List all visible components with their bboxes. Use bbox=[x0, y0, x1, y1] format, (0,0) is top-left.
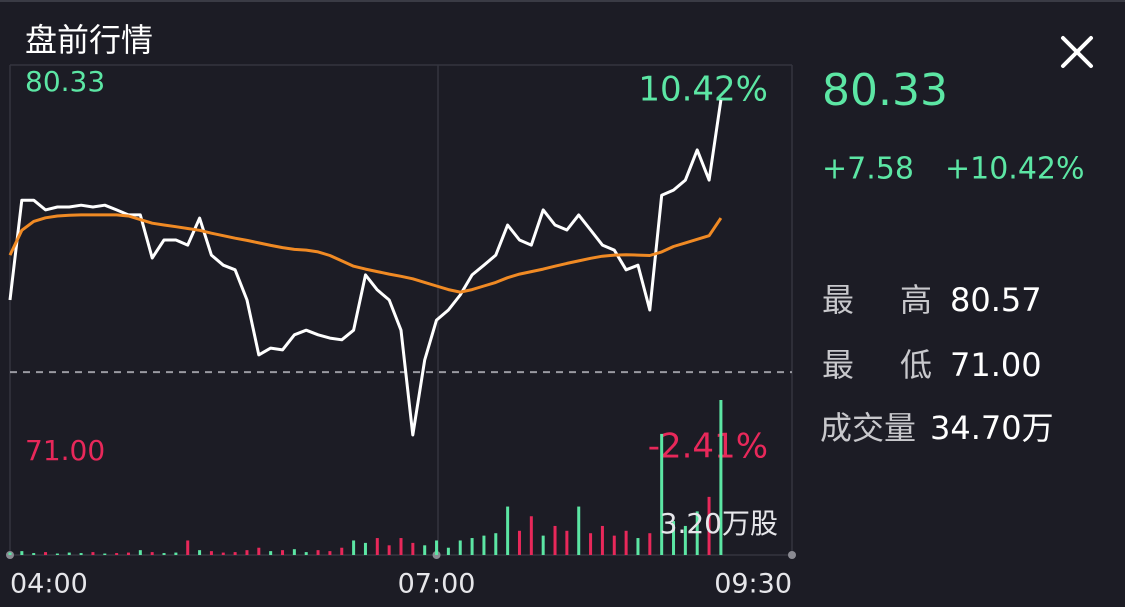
volume-bar bbox=[328, 551, 332, 555]
volume-bar bbox=[589, 533, 593, 555]
volume-bar bbox=[683, 525, 687, 555]
volume-bar bbox=[292, 549, 296, 555]
stat-label: 成交量 bbox=[820, 409, 916, 447]
volume-bar bbox=[565, 530, 569, 555]
stat-label: 最高 bbox=[822, 281, 978, 319]
volume-bar bbox=[198, 550, 202, 555]
y-tick-label: 71.00 bbox=[25, 434, 105, 467]
volume-bar bbox=[612, 535, 616, 555]
change: +7.58 bbox=[822, 152, 914, 187]
volume-bar bbox=[304, 552, 308, 555]
plot: 80.33 71.00 10.42% -2.41% 04:00 07:00 09:30 3.2… bbox=[6, 65, 796, 600]
volume-bar bbox=[446, 547, 450, 555]
stat-label: 最低 bbox=[822, 346, 978, 384]
volume-bar bbox=[435, 540, 439, 555]
x-tick bbox=[788, 551, 796, 559]
volume-bar bbox=[482, 535, 486, 555]
volume-bar bbox=[660, 433, 664, 555]
volume-bar bbox=[91, 552, 95, 555]
volume-bar bbox=[387, 545, 391, 555]
x-tick-label: 07:00 bbox=[398, 569, 476, 600]
volume-bar bbox=[115, 553, 119, 555]
stat-value: 71.00 bbox=[950, 346, 1042, 384]
volume-bar bbox=[269, 551, 273, 555]
volume-max-label: 3.20万股 bbox=[660, 507, 778, 540]
stat-value: 80.57 bbox=[950, 281, 1042, 319]
x-tick-label: 04:00 bbox=[10, 569, 88, 600]
price: 80.33 bbox=[822, 65, 948, 116]
volume-bar bbox=[553, 525, 557, 555]
volume-bar bbox=[245, 550, 249, 555]
volume-bar bbox=[470, 538, 474, 555]
volume-bar bbox=[494, 533, 498, 555]
volume-bar bbox=[126, 552, 130, 555]
volume-bar bbox=[423, 545, 427, 555]
volume-bar bbox=[399, 538, 403, 555]
close-icon[interactable] bbox=[1061, 36, 1093, 68]
volume-bar bbox=[79, 553, 83, 555]
volume-bar bbox=[233, 552, 237, 555]
volume-bar bbox=[20, 551, 24, 555]
y-tick-label: 80.33 bbox=[25, 65, 105, 98]
volume-bar bbox=[103, 553, 107, 555]
volume-bar bbox=[636, 538, 640, 555]
volume-bar bbox=[186, 540, 190, 555]
volume-bar bbox=[517, 530, 521, 555]
volume-bar bbox=[375, 538, 379, 555]
change-pct: +10.42% bbox=[945, 152, 1085, 187]
volume-bar bbox=[695, 511, 699, 555]
close-button[interactable] bbox=[1061, 36, 1093, 68]
volume-bar bbox=[32, 553, 36, 555]
volume-bar bbox=[174, 552, 178, 555]
volume-bar bbox=[363, 542, 367, 555]
volume-bar bbox=[506, 506, 510, 555]
x-tick-label: 09:30 bbox=[714, 569, 792, 600]
volume-bar bbox=[577, 506, 581, 555]
title: 盘前行情 bbox=[25, 21, 153, 59]
volume-bar bbox=[150, 552, 154, 555]
volume-bar bbox=[257, 547, 261, 555]
volume-bar bbox=[209, 551, 213, 555]
volume-bar bbox=[600, 525, 604, 555]
volume-bar bbox=[340, 547, 344, 555]
volume-bar bbox=[67, 552, 71, 555]
price-line bbox=[8, 213, 723, 294]
volume-bar bbox=[411, 542, 415, 555]
volume-bar bbox=[221, 552, 225, 555]
volume-bar bbox=[44, 552, 48, 555]
stat-value: 34.70万 bbox=[930, 409, 1054, 447]
y2-tick-label: 10.42% bbox=[638, 70, 768, 110]
volume-bar bbox=[719, 400, 723, 555]
volume-bar bbox=[138, 550, 142, 555]
volume-bar bbox=[352, 540, 356, 555]
volume-bar bbox=[529, 516, 533, 555]
volume-bar bbox=[648, 533, 652, 555]
volume-bar bbox=[707, 496, 711, 555]
volume-bar bbox=[541, 535, 545, 555]
volume-bar bbox=[8, 552, 12, 555]
volume-bar bbox=[624, 530, 628, 555]
volume-bar bbox=[458, 540, 462, 555]
volume-bar bbox=[162, 553, 166, 555]
volume-bar bbox=[281, 550, 285, 555]
y2-tick-label: -2.41% bbox=[648, 427, 768, 467]
volume-bar bbox=[316, 550, 320, 555]
volume-bar bbox=[672, 521, 676, 555]
volume-bar bbox=[55, 553, 59, 555]
